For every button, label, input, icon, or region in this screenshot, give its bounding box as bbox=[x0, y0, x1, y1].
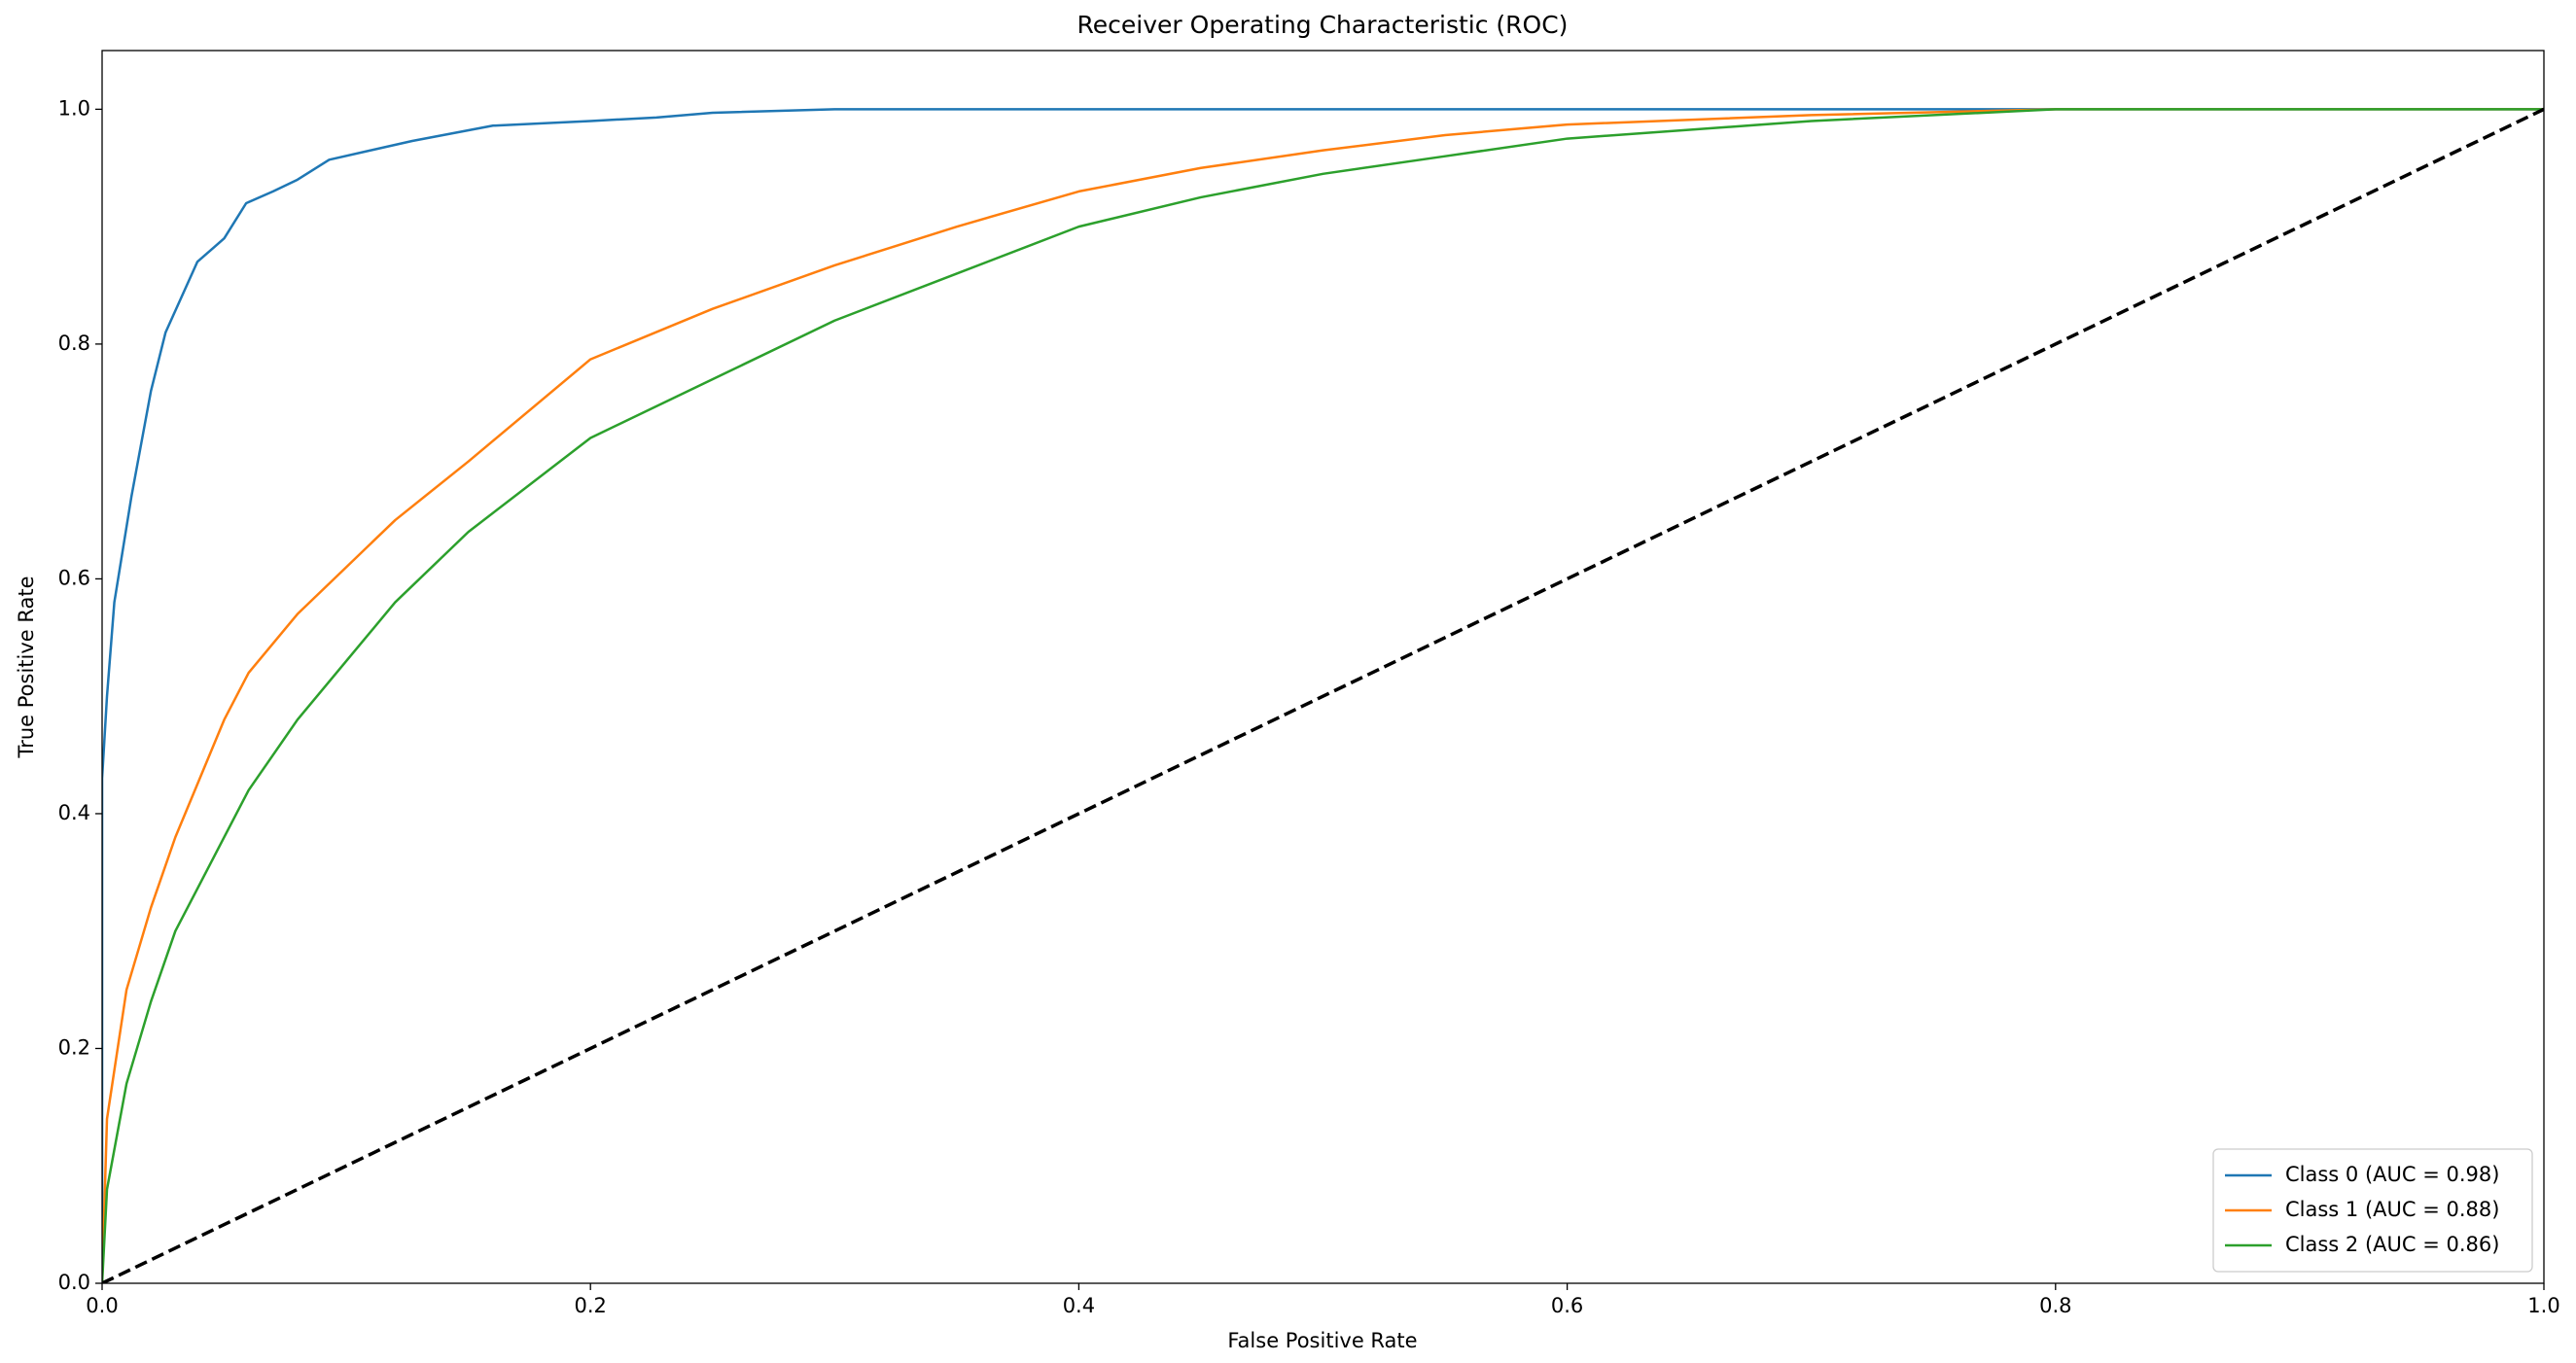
y-tick-label: 1.0 bbox=[58, 96, 90, 120]
roc-line bbox=[102, 108, 2544, 1283]
y-tick-label: 0.2 bbox=[58, 1035, 90, 1059]
roc-line bbox=[102, 108, 2544, 1283]
x-tick-label: 0.4 bbox=[1063, 1294, 1095, 1317]
plot-frame bbox=[101, 50, 2545, 1284]
x-tick-label: 0.0 bbox=[86, 1294, 118, 1317]
x-tick-label: 0.6 bbox=[1551, 1294, 1583, 1317]
chart-title: Receiver Operating Characteristic (ROC) bbox=[1077, 11, 1569, 39]
legend-label: Class 0 (AUC = 0.98) bbox=[2285, 1163, 2499, 1186]
legend-label: Class 2 (AUC = 0.86) bbox=[2285, 1233, 2499, 1256]
x-axis-label: False Positive Rate bbox=[1227, 1329, 1417, 1352]
roc-line bbox=[102, 108, 2544, 1283]
y-tick-label: 0.0 bbox=[58, 1271, 90, 1294]
legend-label: Class 1 (AUC = 0.88) bbox=[2285, 1198, 2499, 1221]
x-tick-label: 0.8 bbox=[2039, 1294, 2071, 1317]
reference-line bbox=[102, 107, 2544, 1283]
x-tick-label: 0.2 bbox=[574, 1294, 606, 1317]
x-tick-label: 1.0 bbox=[2527, 1294, 2559, 1317]
y-axis-label: True Positive Rate bbox=[15, 576, 38, 758]
legend-box bbox=[2212, 1148, 2533, 1273]
y-tick-label: 0.6 bbox=[58, 566, 90, 589]
y-tick-label: 0.8 bbox=[58, 332, 90, 355]
y-tick-label: 0.4 bbox=[58, 801, 90, 824]
